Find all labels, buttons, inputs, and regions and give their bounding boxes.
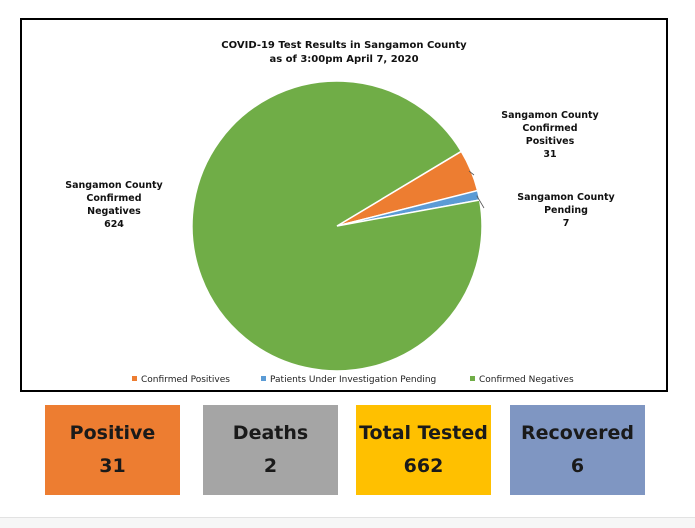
deaths-stat-label: Deaths [232, 422, 309, 444]
legend-label: Confirmed Positives [141, 375, 230, 385]
chart-title: COVID-19 Test Results in Sangamon County [221, 40, 467, 51]
data-label-negatives: Sangamon County Confirmed Negatives 624 [65, 180, 163, 230]
leader-line-positives [468, 170, 475, 176]
chart-subtitle: as of 3:00pm April 7, 2020 [269, 54, 418, 65]
legend-pending: Patients Under Investigation Pending [261, 375, 436, 385]
legend-swatch [261, 376, 266, 381]
data-label-positives: Sangamon County Confirmed Positives 31 [501, 110, 599, 160]
recovered-stat-card: Recovered 6 [510, 405, 645, 495]
legend-label: Confirmed Negatives [479, 375, 574, 385]
positive-stat-label: Positive [69, 422, 156, 444]
footer-panel [0, 517, 695, 528]
total-tested-stat-card: Total Tested 662 [356, 405, 491, 495]
leader-line-pending [476, 195, 485, 209]
deaths-stat-value: 2 [263, 455, 278, 477]
recovered-stat-label: Recovered [521, 422, 634, 444]
legend-swatch [132, 376, 137, 381]
positive-stat-card: Positive 31 [45, 405, 180, 495]
legend-swatch [470, 376, 475, 381]
pie-slice-negatives [191, 80, 483, 372]
positive-stat-value: 31 [99, 455, 126, 477]
chart-panel: COVID-19 Test Results in Sangamon County… [20, 18, 668, 392]
total-tested-stat-label: Total Tested [359, 422, 488, 444]
pie-chart: COVID-19 Test Results in Sangamon County… [65, 40, 615, 385]
legend-confirmed-negatives: Confirmed Negatives [470, 375, 574, 385]
legend-label: Patients Under Investigation Pending [270, 375, 436, 385]
data-label-pending: Sangamon County Pending 7 [517, 192, 615, 229]
deaths-stat-card: Deaths 2 [203, 405, 338, 495]
legend-confirmed-positives: Confirmed Positives [132, 375, 230, 385]
total-tested-stat-value: 662 [403, 455, 444, 477]
recovered-stat-value: 6 [570, 455, 585, 477]
